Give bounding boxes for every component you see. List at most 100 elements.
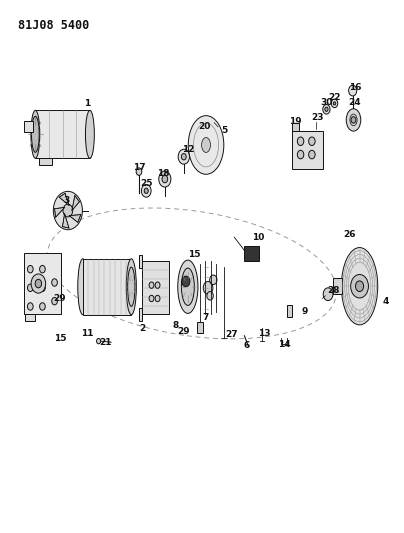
Text: 27: 27 [225, 330, 238, 339]
Circle shape [331, 99, 338, 108]
Bar [197, 322, 203, 333]
Text: 29: 29 [177, 327, 190, 336]
Bar [35, 110, 90, 158]
Circle shape [159, 171, 171, 187]
Polygon shape [72, 196, 80, 211]
Bar [244, 246, 259, 261]
Circle shape [27, 265, 33, 273]
Text: 13: 13 [259, 329, 271, 337]
Circle shape [309, 150, 315, 159]
Text: 18: 18 [158, 169, 170, 177]
Text: 12: 12 [182, 145, 194, 154]
Text: 24: 24 [348, 98, 361, 107]
Circle shape [53, 191, 82, 230]
Circle shape [182, 276, 190, 287]
Text: 30: 30 [320, 98, 332, 107]
Text: 19: 19 [288, 117, 301, 126]
Circle shape [323, 288, 333, 301]
Text: 2: 2 [139, 325, 145, 333]
Circle shape [35, 279, 42, 288]
Bar [287, 305, 292, 317]
Ellipse shape [128, 267, 135, 306]
Circle shape [351, 117, 356, 123]
Circle shape [210, 275, 217, 285]
Bar [24, 253, 61, 314]
Text: 14: 14 [278, 340, 291, 349]
Circle shape [136, 168, 142, 175]
Text: 11: 11 [81, 329, 93, 337]
Circle shape [40, 265, 45, 273]
Circle shape [52, 279, 57, 286]
Circle shape [155, 295, 160, 302]
Circle shape [40, 284, 45, 292]
Circle shape [356, 281, 364, 292]
Text: 29: 29 [53, 294, 66, 303]
Circle shape [149, 295, 154, 302]
Ellipse shape [202, 138, 210, 152]
Circle shape [162, 175, 168, 183]
Circle shape [297, 150, 304, 159]
Polygon shape [59, 193, 69, 205]
Text: 6: 6 [243, 341, 250, 350]
Text: 20: 20 [198, 123, 210, 131]
Text: 4: 4 [383, 297, 389, 305]
Circle shape [31, 274, 46, 293]
Bar [25, 314, 35, 321]
Text: 3: 3 [63, 197, 70, 205]
Circle shape [349, 85, 357, 96]
Circle shape [297, 137, 304, 146]
Circle shape [27, 284, 33, 292]
Text: 23: 23 [311, 113, 323, 122]
Text: 1: 1 [84, 100, 90, 108]
Ellipse shape [178, 260, 198, 313]
Circle shape [40, 303, 45, 310]
Circle shape [63, 204, 73, 217]
Text: 22: 22 [328, 93, 341, 101]
Bar [24, 121, 33, 132]
Text: 10: 10 [252, 233, 265, 241]
Circle shape [181, 154, 186, 160]
Text: 8: 8 [173, 321, 179, 329]
Circle shape [325, 107, 328, 111]
Circle shape [27, 303, 33, 310]
Text: 5: 5 [221, 126, 227, 135]
Text: 9: 9 [302, 308, 308, 316]
Circle shape [203, 281, 213, 294]
Text: 15: 15 [188, 251, 200, 259]
Bar [143, 261, 169, 314]
Text: 81J08 5400: 81J08 5400 [18, 19, 89, 31]
Bar [39, 158, 52, 165]
Polygon shape [69, 215, 81, 222]
Polygon shape [55, 207, 65, 217]
Circle shape [178, 149, 189, 164]
Circle shape [351, 274, 368, 298]
Text: 21: 21 [99, 338, 111, 346]
Ellipse shape [31, 110, 40, 158]
Circle shape [333, 102, 336, 105]
Polygon shape [63, 214, 69, 228]
Bar [139, 308, 142, 321]
Text: 16: 16 [349, 84, 362, 92]
Ellipse shape [86, 110, 95, 158]
Bar [333, 278, 342, 294]
Text: 28: 28 [327, 286, 339, 295]
Text: 17: 17 [133, 164, 146, 172]
Bar [139, 255, 142, 268]
Text: 25: 25 [140, 180, 152, 188]
Circle shape [144, 188, 148, 193]
Circle shape [97, 338, 101, 344]
Bar [292, 123, 299, 131]
Circle shape [207, 292, 213, 300]
Ellipse shape [346, 109, 361, 131]
Ellipse shape [32, 116, 39, 152]
Ellipse shape [181, 268, 194, 305]
Text: 15: 15 [55, 334, 67, 343]
Circle shape [141, 184, 151, 197]
Ellipse shape [188, 116, 224, 174]
Text: 7: 7 [203, 313, 209, 321]
Ellipse shape [78, 259, 88, 314]
Ellipse shape [350, 114, 357, 126]
Circle shape [149, 282, 154, 288]
Ellipse shape [126, 259, 137, 314]
Circle shape [323, 104, 330, 114]
